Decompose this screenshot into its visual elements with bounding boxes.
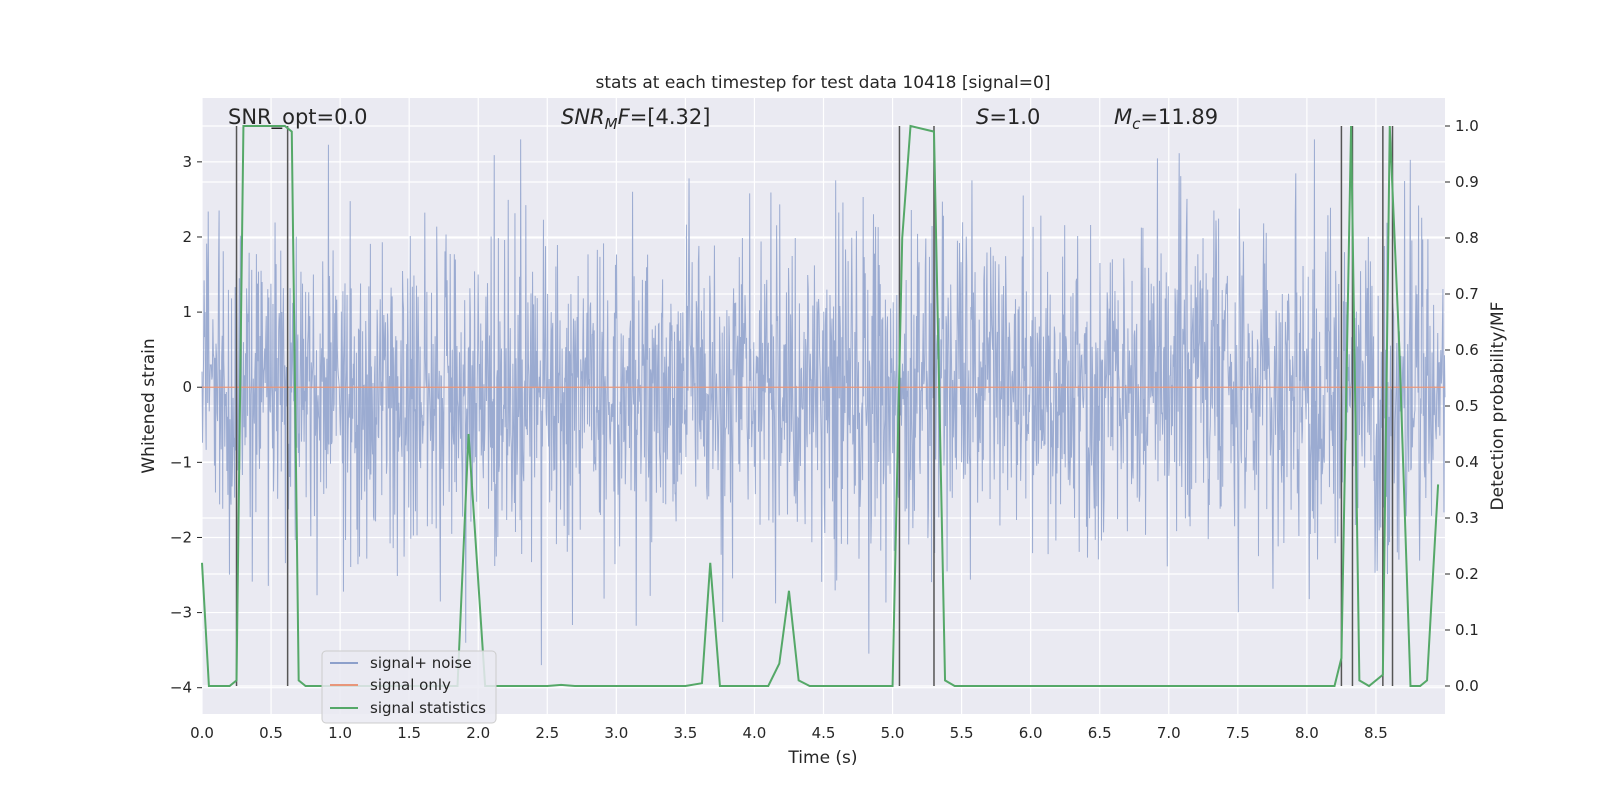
annotation-snr-opt: SNR_opt=0.0 bbox=[228, 105, 368, 130]
x-tick-label: 2.5 bbox=[535, 724, 559, 742]
x-tick-label: 6.0 bbox=[1019, 724, 1043, 742]
y-right-tick-label: 1.0 bbox=[1455, 117, 1479, 135]
x-tick-label: 1.0 bbox=[328, 724, 352, 742]
legend-label-stats: signal statistics bbox=[370, 699, 486, 717]
y-right-tick-label: 0.4 bbox=[1455, 453, 1479, 471]
annotation-snr-mf: SNRMF=[4.32] bbox=[561, 105, 710, 133]
y-tick-label: 2 bbox=[182, 228, 192, 246]
x-tick-label: 4.5 bbox=[812, 724, 836, 742]
x-tick-label: 0.0 bbox=[190, 724, 214, 742]
annotation-s: S=1.0 bbox=[976, 105, 1040, 129]
annotation-snr-mf-rest: =[4.32] bbox=[630, 105, 711, 129]
x-tick-label: 2.0 bbox=[466, 724, 490, 742]
y-axis-right-label: Detection probability/MF bbox=[1488, 302, 1508, 511]
x-tick-label: 8.0 bbox=[1295, 724, 1319, 742]
annotation-s-rest: =1.0 bbox=[989, 105, 1040, 129]
annotation-mc-base: M bbox=[1114, 105, 1132, 129]
y-right-tick-label: 0.9 bbox=[1455, 173, 1479, 191]
chart-title: stats at each timestep for test data 104… bbox=[596, 73, 1051, 93]
y-right-tick-label: 0.5 bbox=[1455, 397, 1479, 415]
x-tick-label: 5.0 bbox=[881, 724, 905, 742]
x-tick-label: 3.5 bbox=[673, 724, 697, 742]
legend-label-signal: signal only bbox=[370, 676, 451, 694]
annotation-snr-mf-sub: M bbox=[605, 115, 618, 133]
y-tick-label: −2 bbox=[170, 528, 192, 546]
y-axis-label: Whitened strain bbox=[139, 338, 159, 473]
y-tick-label: 3 bbox=[182, 153, 192, 171]
legend-box bbox=[321, 650, 497, 724]
annotation-s-base: S bbox=[976, 105, 989, 129]
x-tick-label: 7.0 bbox=[1157, 724, 1181, 742]
x-axis-label: Time (s) bbox=[787, 748, 857, 768]
x-tick-label: 3.0 bbox=[604, 724, 628, 742]
x-tick-label: 6.5 bbox=[1088, 724, 1112, 742]
x-tick-label: 7.5 bbox=[1226, 724, 1250, 742]
annotation-mc-rest: =11.89 bbox=[1140, 105, 1218, 129]
statistics-line bbox=[201, 124, 1440, 688]
annotation-mc: Mc=11.89 bbox=[1114, 105, 1218, 133]
y-tick-label: −1 bbox=[170, 453, 192, 471]
annotation-snr-mf-base: SNR bbox=[561, 105, 605, 129]
y-right-tick-label: 0.2 bbox=[1455, 565, 1479, 583]
annotations: SNR_opt=0.0 SNRMF=[4.32] S=1.0 Mc=11.89 bbox=[228, 105, 1218, 133]
annotation-snr-mf-rest-f: F bbox=[618, 105, 631, 129]
y-right-tick-label: 0.6 bbox=[1455, 341, 1479, 359]
x-tick-label: 8.5 bbox=[1364, 724, 1388, 742]
signal-noise-series bbox=[201, 139, 1446, 666]
signal-statistics-series bbox=[201, 124, 1440, 688]
legend: signal+ noise signal only signal statist… bbox=[321, 650, 497, 724]
legend-label-noise: signal+ noise bbox=[370, 654, 472, 672]
y-right-tick-label: 0.0 bbox=[1455, 677, 1479, 695]
x-tick-label: 1.5 bbox=[397, 724, 421, 742]
x-tick-label: 0.5 bbox=[259, 724, 283, 742]
y-right-tick-label: 0.8 bbox=[1455, 229, 1479, 247]
y-right-tick-label: 0.3 bbox=[1455, 509, 1479, 527]
y-tick-label: 0 bbox=[182, 378, 192, 396]
x-tick-label: 4.0 bbox=[743, 724, 767, 742]
y-right-tick-label: 0.1 bbox=[1455, 621, 1479, 639]
axis-ticks: 0.0 0.5 1.0 1.5 2.0 2.5 3.0 3.5 4.0 4.5 5.0 5.5 6.0 6… bbox=[170, 117, 1479, 742]
x-tick-label: 5.5 bbox=[950, 724, 974, 742]
annotation-mc-sub: c bbox=[1132, 115, 1141, 133]
y-right-tick-label: 0.7 bbox=[1455, 285, 1479, 303]
noise-line bbox=[201, 139, 1446, 666]
y-tick-label: −3 bbox=[170, 604, 192, 622]
y-tick-label: 1 bbox=[182, 303, 192, 321]
y-tick-label: −4 bbox=[170, 679, 192, 697]
